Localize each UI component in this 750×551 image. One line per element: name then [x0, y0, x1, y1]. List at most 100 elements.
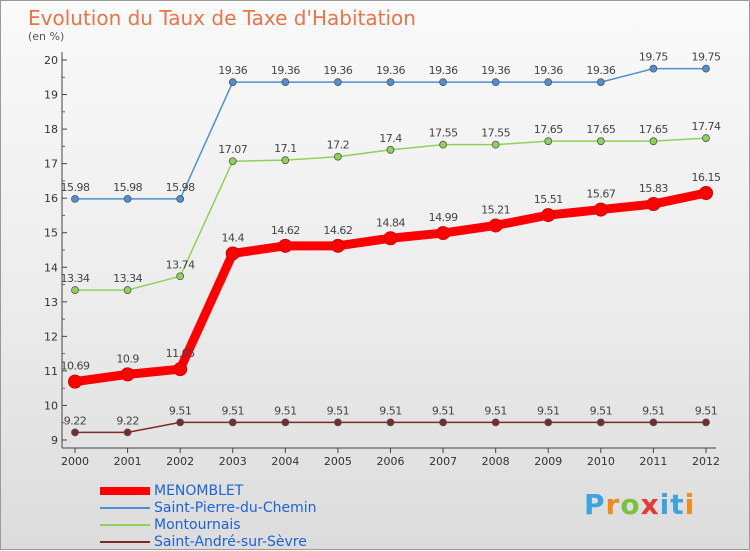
- x-tick-label: 2009: [534, 455, 562, 468]
- data-point: [491, 78, 500, 87]
- data-point: [71, 428, 79, 437]
- y-tick-label: 13: [44, 296, 58, 309]
- y-tick-label: 20: [44, 54, 58, 67]
- data-label: 9.51: [695, 404, 718, 417]
- data-point: [281, 78, 290, 87]
- data-label: 9.51: [222, 404, 245, 417]
- y-tick-label: 16: [44, 192, 58, 205]
- y-tick-label: 12: [44, 330, 58, 343]
- legend-swatch-saint-pierre-du-chemin: [100, 507, 150, 509]
- data-label: 15.98: [61, 181, 90, 194]
- data-point: [541, 208, 556, 223]
- data-point: [228, 157, 237, 166]
- x-tick-label: 2003: [219, 455, 247, 468]
- data-point: [176, 418, 185, 427]
- legend-label: Saint-André-sur-Sèvre: [154, 534, 307, 550]
- data-label: 11.05: [166, 347, 195, 360]
- data-label: 10.69: [61, 360, 90, 373]
- data-label: 19.36: [376, 64, 405, 77]
- data-point: [123, 428, 132, 437]
- data-label: 15.83: [639, 182, 668, 195]
- data-label: 17.65: [639, 123, 668, 136]
- data-label: 15.98: [113, 181, 142, 194]
- logo-letter: r: [605, 488, 621, 521]
- data-label: 9.51: [327, 404, 350, 417]
- y-tick-label: 19: [44, 89, 58, 102]
- data-point: [228, 418, 237, 427]
- x-tick-label: 2001: [114, 455, 142, 468]
- data-label: 17.1: [274, 142, 297, 155]
- data-label: 19.75: [692, 51, 721, 64]
- data-point: [596, 78, 605, 87]
- data-point: [702, 418, 710, 427]
- data-label: 15.21: [481, 203, 510, 216]
- data-point: [544, 418, 553, 427]
- data-point: [439, 78, 447, 87]
- legend-label: MENOMBLET: [154, 483, 244, 499]
- legend-label: Montournais: [154, 517, 241, 533]
- data-point: [439, 418, 447, 427]
- data-point: [225, 246, 240, 261]
- data-label: 16.15: [692, 171, 721, 184]
- x-tick-label: 2010: [587, 455, 615, 468]
- data-point: [702, 64, 710, 73]
- data-point: [649, 64, 658, 73]
- data-label: 9.51: [484, 404, 507, 417]
- data-point: [334, 418, 342, 427]
- y-tick-label: 11: [44, 365, 58, 378]
- data-label: 17.65: [534, 123, 563, 136]
- data-label: 19.36: [323, 64, 352, 77]
- data-label: 19.36: [218, 64, 247, 77]
- data-label: 19.75: [639, 51, 668, 64]
- data-label: 10.9: [116, 352, 139, 365]
- data-point: [386, 145, 395, 154]
- data-point: [173, 362, 188, 377]
- data-point: [334, 78, 342, 87]
- proxiti-logo: Proxiti: [584, 488, 695, 521]
- data-label: 19.36: [429, 64, 458, 77]
- data-point: [278, 238, 293, 253]
- data-label: 17.4: [379, 132, 402, 145]
- data-label: 19.36: [271, 64, 300, 77]
- legend-swatch-saint-andre-sur-sevre: [100, 541, 150, 543]
- data-label: 13.34: [61, 272, 90, 285]
- logo-letter: x: [640, 488, 660, 521]
- x-tick-label: 2000: [61, 455, 89, 468]
- data-label: 9.51: [274, 404, 297, 417]
- data-point: [702, 134, 710, 142]
- data-point: [649, 137, 658, 146]
- x-tick-label: 2005: [324, 455, 352, 468]
- data-label: 17.07: [218, 143, 247, 156]
- data-point: [488, 218, 503, 233]
- data-point: [544, 78, 553, 87]
- data-point: [544, 137, 553, 146]
- legend-swatch-montournais: [100, 524, 150, 526]
- data-label: 17.65: [586, 123, 615, 136]
- data-label: 14.4: [222, 231, 245, 244]
- data-label: 15.98: [166, 181, 195, 194]
- chart-subtitle: (en %): [28, 30, 65, 43]
- data-label: 9.51: [379, 404, 402, 417]
- data-point: [439, 140, 447, 149]
- data-point: [386, 418, 395, 427]
- y-tick-label: 9: [51, 434, 58, 447]
- legend-swatch-menomblet: [100, 487, 150, 495]
- data-label: 14.62: [323, 224, 352, 237]
- x-tick-label: 2008: [482, 455, 510, 468]
- logo-letter: P: [584, 488, 606, 521]
- data-point: [330, 238, 345, 253]
- chart-title: Evolution du Taux de Taxe d'Habitation: [28, 6, 416, 30]
- logo-letter: i: [659, 488, 671, 521]
- data-label: 19.36: [586, 64, 615, 77]
- data-point: [71, 194, 79, 203]
- data-label: 9.22: [116, 414, 139, 427]
- data-point: [491, 418, 500, 427]
- data-label: 15.51: [534, 193, 563, 206]
- x-tick-label: 2002: [166, 455, 194, 468]
- data-label: 9.51: [169, 404, 192, 417]
- data-point: [383, 231, 398, 246]
- data-point: [436, 226, 451, 241]
- data-point: [68, 374, 82, 389]
- data-label: 17.2: [327, 139, 350, 152]
